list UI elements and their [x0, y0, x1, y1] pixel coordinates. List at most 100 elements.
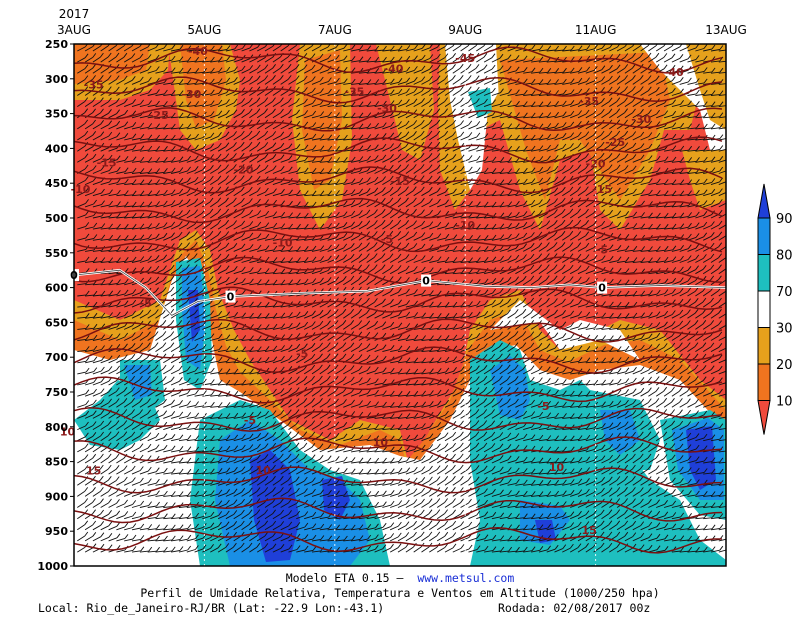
wind-barb: [256, 46, 266, 52]
wind-barb-flag: [452, 97, 456, 102]
wind-barb: [624, 157, 634, 163]
wind-barb: [210, 103, 220, 108]
wind-barb-flag: [171, 78, 176, 84]
wind-barb: [77, 180, 86, 186]
wind-barb-flag: [711, 101, 716, 106]
wind-barb-flag: [100, 120, 104, 125]
wind-barb: [311, 138, 321, 141]
wind-barb-flag: [696, 146, 700, 151]
wind-barb-flag: [226, 56, 231, 61]
wind-barb-flag: [688, 100, 692, 106]
wind-barb-flag: [508, 123, 513, 128]
wind-barb-flag: [695, 66, 700, 72]
wind-barb: [460, 170, 470, 174]
wind-barb-flag: [218, 110, 223, 116]
wind-barb: [382, 179, 391, 185]
wind-barb: [695, 48, 705, 52]
wind-barb-flag: [444, 153, 449, 159]
wind-barb-flag: [656, 121, 661, 126]
wind-barb-flag: [719, 134, 724, 139]
wind-barb-flag: [108, 120, 113, 125]
wind-barb-flag: [563, 78, 567, 84]
wind-barb: [358, 191, 368, 197]
wind-barb-flag: [280, 165, 285, 171]
wind-barb-flag: [616, 53, 621, 59]
wind-barb: [92, 101, 101, 107]
wind-barb: [280, 101, 289, 107]
wind-barb: [351, 160, 360, 163]
wind-barb-flag: [671, 76, 676, 81]
wind-barb: [351, 48, 360, 52]
wind-barb-flag: [609, 54, 614, 59]
wind-barb: [648, 90, 657, 96]
wind-barb-flag: [726, 243, 729, 247]
wind-barb: [264, 180, 274, 186]
wind-barb: [632, 67, 641, 74]
wind-barb: [648, 45, 657, 52]
humidity-region-mblue: [124, 365, 152, 400]
wind-barb-flag: [328, 157, 333, 162]
wind-barb-flag: [351, 44, 356, 50]
wind-barb: [163, 182, 173, 186]
wind-barb: [178, 170, 188, 174]
wind-barb-flag: [484, 133, 489, 138]
wind-barb-flag: [436, 108, 441, 113]
wind-barb: [695, 59, 705, 63]
wind-barb-flag: [383, 45, 387, 51]
wind-barb: [155, 59, 165, 63]
wind-barb: [280, 67, 289, 74]
wind-barb: [147, 93, 157, 96]
wind-barb: [679, 160, 689, 163]
wind-barb-flag: [719, 177, 723, 183]
wind-barb: [264, 123, 273, 130]
wind-barb-flag: [577, 142, 582, 148]
wind-barb-flag: [624, 108, 628, 113]
wind-barb-flag: [570, 100, 575, 105]
wind-barb: [444, 169, 454, 174]
wind-barb: [178, 116, 188, 119]
wind-barb: [405, 168, 414, 174]
wind-barb: [491, 103, 501, 108]
wind-barb-flag: [593, 66, 598, 71]
wind-barb: [436, 101, 445, 107]
wind-barb: [538, 83, 548, 85]
wind-barb-flag: [696, 157, 700, 162]
wind-barb-flag: [555, 90, 559, 95]
wind-barb: [671, 160, 681, 163]
wind-barb-flag: [539, 134, 544, 139]
wind-barb: [397, 157, 406, 163]
wind-barb-flag: [124, 167, 129, 172]
wind-barb: [350, 192, 360, 197]
wind-barb: [624, 112, 633, 119]
wind-barb-flag: [281, 188, 285, 194]
wind-barb-flag: [397, 175, 402, 180]
wind-barb: [358, 94, 368, 96]
wind-barb-flag: [108, 109, 112, 114]
wind-barb-flag: [171, 123, 176, 129]
wind-barb-flag: [226, 66, 231, 72]
wind-barb-flag: [672, 87, 676, 93]
wind-barb-flag: [155, 66, 160, 71]
wind-barb-flag: [421, 108, 425, 114]
wind-barb: [585, 69, 595, 74]
wind-barb-flag: [225, 131, 230, 137]
wind-barb-flag: [249, 75, 253, 81]
wind-barb: [593, 69, 603, 74]
wind-barb: [217, 135, 227, 141]
wind-barb: [609, 46, 618, 52]
wind-barb-flag: [436, 97, 441, 102]
wind-barb: [217, 113, 227, 119]
wind-barb-flag: [492, 99, 496, 104]
wind-barb-flag: [413, 98, 418, 104]
wind-barb-flag: [655, 86, 660, 92]
wind-barb: [601, 90, 610, 96]
wind-barb: [390, 124, 399, 130]
wind-barb-flag: [156, 77, 160, 83]
wind-barb: [648, 79, 657, 85]
wind-barb: [233, 168, 242, 174]
wind-barb: [366, 191, 375, 197]
wind-barb-flag: [452, 165, 457, 171]
wind-barb: [664, 183, 674, 186]
wind-barb: [139, 172, 149, 174]
wind-barb: [108, 170, 118, 174]
